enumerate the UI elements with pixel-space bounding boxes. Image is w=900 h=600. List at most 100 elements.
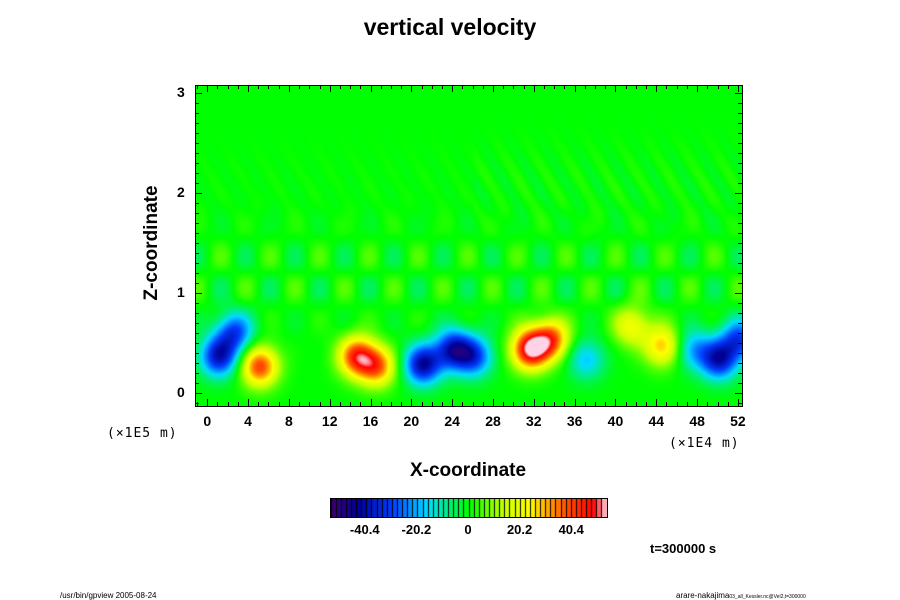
x-minor-tick — [656, 402, 658, 406]
colorbar-tick-label: 0 — [464, 522, 472, 537]
y-minor-tick-right — [738, 123, 742, 124]
footer-left: /usr/bin/gpview 2005-08-24 — [60, 591, 157, 600]
x-minor-tick — [390, 402, 392, 406]
y-minor-tick — [195, 403, 199, 404]
x-minor-tick-top — [299, 85, 301, 89]
x-minor-tick — [237, 402, 239, 406]
y-minor-tick-right — [738, 313, 742, 314]
x-minor-tick-top — [452, 85, 454, 89]
footer-right: arare-nakajima03_all_Kessler.nc@Vel2,t=3… — [676, 591, 806, 600]
y-minor-tick — [195, 263, 199, 264]
x-minor-tick-top — [258, 85, 260, 89]
x-minor-tick-top — [472, 85, 474, 89]
x-minor-tick — [431, 402, 433, 406]
heatmap-field — [196, 86, 742, 406]
chart-title: vertical velocity — [363, 14, 537, 40]
x-tick-label: 32 — [526, 413, 542, 429]
y-minor-tick — [195, 193, 199, 194]
x-minor-tick — [554, 402, 556, 406]
x-minor-tick — [472, 402, 474, 406]
x-minor-tick-top — [656, 85, 658, 89]
x-minor-tick-top — [666, 85, 668, 89]
x-minor-tick — [482, 402, 484, 406]
colorbar — [330, 498, 608, 518]
y-minor-tick — [195, 163, 199, 164]
y-minor-tick-right — [738, 113, 742, 114]
y-minor-tick-right — [738, 323, 742, 324]
x-minor-tick — [268, 402, 270, 406]
x-minor-tick — [615, 402, 617, 406]
x-minor-tick-top — [707, 85, 709, 89]
y-minor-tick-right — [738, 283, 742, 284]
x-minor-tick-top — [595, 85, 597, 89]
x-minor-tick-top — [605, 85, 607, 89]
x-minor-tick — [401, 402, 403, 406]
x-tick-label: 8 — [284, 413, 293, 429]
y-minor-tick — [195, 383, 199, 384]
x-minor-tick-top — [717, 85, 719, 89]
y-minor-tick — [195, 283, 199, 284]
x-minor-tick-top — [217, 85, 219, 89]
x-minor-tick-top — [370, 85, 372, 89]
footer-right-main: arare-nakajima — [676, 591, 730, 600]
x-minor-tick — [360, 402, 362, 406]
x-minor-tick-top — [421, 85, 423, 89]
x-minor-tick — [278, 402, 280, 406]
x-minor-tick-top — [727, 85, 729, 89]
x-minor-tick — [350, 402, 352, 406]
x-minor-tick-top — [380, 85, 382, 89]
x-minor-tick-top — [697, 85, 699, 89]
y-minor-tick — [195, 93, 199, 94]
x-minor-tick-top — [329, 85, 331, 89]
y-minor-tick-right — [738, 143, 742, 144]
x-minor-tick — [625, 402, 627, 406]
y-minor-tick-right — [738, 273, 742, 274]
y-minor-tick — [195, 273, 199, 274]
y-minor-tick — [195, 373, 199, 374]
x-minor-tick — [299, 402, 301, 406]
x-tick-label: 12 — [321, 413, 338, 429]
x-minor-tick — [707, 402, 709, 406]
x-minor-tick — [421, 402, 423, 406]
colorbar-gradient — [331, 499, 607, 517]
x-minor-tick-top — [360, 85, 362, 89]
y-minor-tick-right — [738, 383, 742, 384]
x-minor-tick — [329, 402, 331, 406]
x-minor-tick — [411, 402, 413, 406]
x-minor-tick-top — [319, 85, 321, 89]
x-tick-label: 52 — [730, 413, 746, 429]
y-minor-tick — [195, 223, 199, 224]
x-tick-label: 4 — [244, 413, 252, 429]
x-minor-tick — [564, 402, 566, 406]
x-minor-tick-top — [482, 85, 484, 89]
footer-right-small: 03_all_Kessler.nc@Vel2,t=300000 — [729, 594, 806, 600]
x-minor-tick — [523, 402, 525, 406]
y-minor-tick-right — [738, 183, 742, 184]
x-minor-tick — [248, 402, 250, 406]
y-minor-tick-right — [738, 243, 742, 244]
y-minor-tick-right — [738, 153, 742, 154]
y-minor-tick — [195, 143, 199, 144]
x-minor-tick — [217, 402, 219, 406]
y-minor-tick — [195, 123, 199, 124]
x-minor-tick — [493, 402, 494, 406]
x-minor-tick — [258, 402, 260, 406]
y-minor-tick — [195, 133, 199, 134]
x-minor-tick — [380, 402, 382, 406]
x-minor-tick — [686, 402, 688, 406]
y-tick-label: 1 — [177, 284, 185, 300]
x-minor-tick — [574, 402, 576, 406]
y-minor-tick-right — [738, 263, 742, 264]
x-minor-tick — [666, 402, 668, 406]
y-minor-tick-right — [738, 103, 742, 104]
y-tick-label: 3 — [177, 84, 185, 100]
y-minor-tick — [195, 173, 199, 174]
x-minor-tick — [197, 402, 199, 406]
x-minor-tick-top — [350, 85, 352, 89]
x-minor-tick — [727, 402, 729, 406]
x-tick-label: 28 — [485, 413, 501, 429]
y-unit-label: (×1E5 m) — [107, 426, 178, 441]
y-tick-label: 2 — [177, 184, 185, 200]
x-minor-tick — [605, 402, 607, 406]
y-minor-tick — [195, 233, 199, 234]
